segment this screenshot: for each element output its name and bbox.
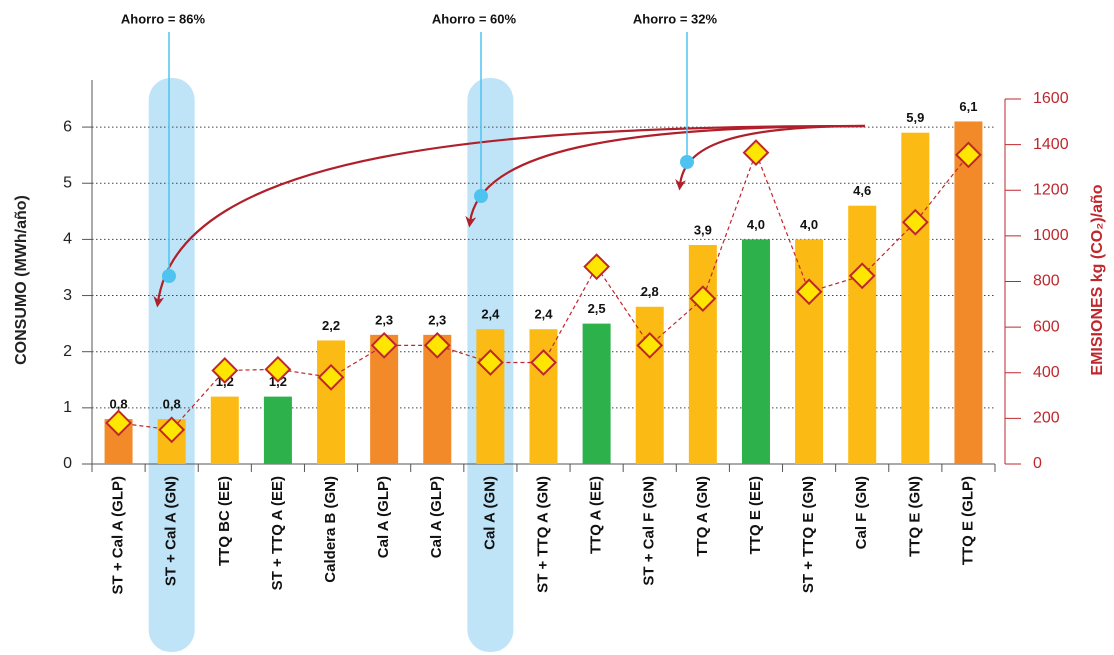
y2-axis-label: EMISIONES kg (CO₂)/año [1089, 184, 1106, 375]
bar [582, 323, 611, 464]
marker [955, 141, 982, 169]
value-label: 2,2 [322, 318, 340, 333]
value-label: 4,0 [800, 217, 818, 232]
value-label: 0,8 [110, 397, 128, 412]
annotation: Ahorro = 32% [633, 11, 718, 26]
bar [901, 132, 930, 464]
y2-tick-label: 0 [1033, 455, 1042, 472]
x-tick-label: Cal A (GLP) [428, 476, 445, 558]
value-label: 3,9 [694, 222, 712, 237]
bar [795, 239, 824, 464]
value-label: 5,9 [906, 110, 924, 125]
x-tick-label: ST + Cal F (GN) [641, 476, 658, 586]
highlight-column [148, 78, 195, 652]
x-tick-label: ST + TTQ A (GN) [534, 476, 551, 593]
y-tick-label: 4 [63, 231, 72, 248]
annotation-arrow [675, 124, 866, 191]
y-tick-label: 1 [63, 399, 72, 416]
marker [105, 409, 132, 437]
value-label: 2,3 [428, 312, 446, 327]
annotation: Ahorro = 86% [121, 11, 206, 26]
y-tick-label: 5 [63, 174, 72, 191]
x-tick-label: ST + Cal A (GLP) [110, 476, 127, 594]
y-axis-label: CONSUMO (MWh/año) [13, 195, 30, 365]
marker [636, 331, 664, 359]
marker [158, 416, 186, 444]
x-tick-label: TTQ E (EE) [747, 476, 764, 554]
annotation-dot [474, 189, 488, 203]
y2-tick-label: 800 [1033, 273, 1060, 290]
marker [689, 285, 717, 313]
y2-tick-label: 1200 [1033, 181, 1069, 198]
bar [848, 205, 877, 464]
x-tick-label: ST + TTQ A (EE) [269, 476, 286, 590]
marker [370, 331, 398, 359]
annotation-arrow [465, 124, 866, 228]
marker [264, 355, 292, 383]
annotation-arrow [153, 124, 866, 308]
bar [954, 121, 983, 464]
y2-tick-label: 1600 [1033, 90, 1069, 107]
value-label: 2,4 [534, 307, 553, 322]
value-label: 4,0 [747, 217, 765, 232]
marker [901, 208, 929, 236]
value-label: 4,6 [853, 183, 871, 198]
value-label: 2,3 [375, 312, 393, 327]
y-tick-label: 3 [63, 287, 72, 304]
x-tick-label: Cal A (GN) [481, 476, 498, 550]
value-label: 2,5 [588, 301, 606, 316]
annotation-dot [680, 155, 694, 169]
marker [583, 253, 611, 281]
bar [741, 239, 770, 464]
bar [317, 340, 346, 464]
x-tick-label: Cal A (GLP) [375, 476, 392, 558]
annotation-dot [162, 269, 176, 283]
marker [530, 349, 557, 376]
y-tick-label: 2 [63, 343, 72, 360]
bar [263, 396, 292, 464]
x-tick-label: TTQ E (GN) [906, 476, 923, 557]
marker [476, 349, 504, 376]
value-label: 2,8 [641, 284, 659, 299]
x-tick-label: TTQ E (GLP) [959, 476, 976, 565]
marker [423, 331, 451, 359]
y-tick-label: 0 [63, 455, 72, 472]
value-label: 2,4 [481, 307, 500, 322]
x-tick-label: Cal F (GN) [853, 476, 870, 549]
marker [848, 262, 876, 290]
bar [210, 396, 239, 464]
x-tick-label: Caldera B (GN) [322, 476, 339, 583]
y2-tick-label: 200 [1033, 410, 1060, 427]
y2-tick-label: 400 [1033, 364, 1060, 381]
value-label: 6,1 [959, 99, 977, 114]
bar [688, 245, 717, 464]
x-tick-label: ST + TTQ E (GN) [800, 476, 817, 593]
y2-tick-label: 1000 [1033, 227, 1069, 244]
y-tick-label: 6 [63, 118, 72, 135]
bar [635, 306, 664, 464]
marker [317, 363, 345, 391]
value-label: 0,8 [163, 397, 181, 412]
y2-tick-label: 600 [1033, 318, 1060, 335]
marker [211, 357, 239, 384]
x-tick-label: TTQ A (EE) [588, 476, 605, 554]
marker [795, 278, 823, 306]
marker [742, 139, 770, 167]
y2-tick-label: 1400 [1033, 136, 1069, 153]
x-tick-label: ST + Cal A (GN) [163, 476, 180, 586]
annotation: Ahorro = 60% [432, 11, 517, 26]
x-tick-label: TTQ BC (EE) [216, 476, 233, 566]
x-tick-label: TTQ A (GN) [694, 476, 711, 557]
